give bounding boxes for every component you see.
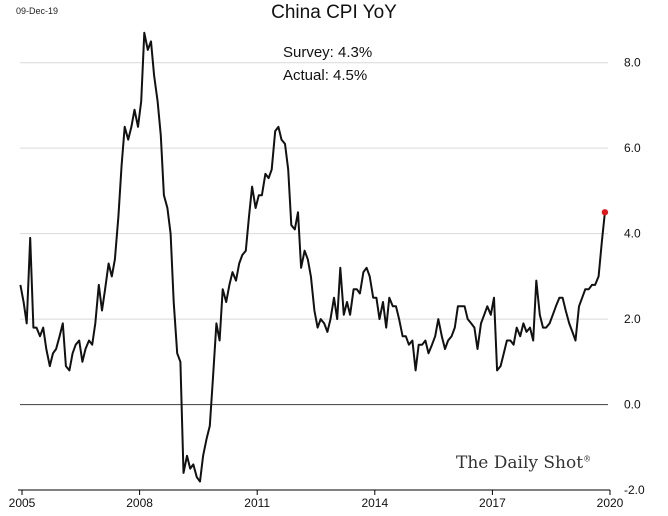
y-tick-label: 8.0 — [624, 56, 641, 70]
cpi-series-line — [19, 31, 606, 483]
chart-title: China CPI YoY — [271, 2, 397, 23]
y-tick-label: 0.0 — [624, 398, 641, 412]
daily-shot-logo-text: The Daily Shot — [456, 453, 584, 473]
y-tick-label: 2.0 — [624, 312, 641, 326]
y-tick-label: -2.0 — [624, 483, 645, 497]
x-tick-label: 2020 — [597, 496, 624, 510]
x-tick-label: 2005 — [9, 496, 36, 510]
x-tick-label: 2008 — [126, 496, 153, 510]
actual-annotation: Actual: 4.5% — [283, 67, 368, 84]
latest-value-marker — [601, 209, 609, 216]
x-tick-label: 2017 — [479, 496, 506, 510]
gridlines — [20, 62, 608, 320]
date-stamp: 09-Dec-19 — [16, 6, 59, 16]
daily-shot-logo: The Daily Shot® — [456, 453, 591, 473]
x-tick-label: 2014 — [361, 496, 388, 510]
y-tick-label: 6.0 — [624, 141, 641, 155]
series-group — [19, 31, 609, 483]
registered-mark: ® — [583, 454, 592, 464]
x-tick-label: 2011 — [244, 496, 270, 510]
survey-annotation: Survey: 4.3% — [283, 44, 373, 61]
axes: 2005 2008 2011 2014 2017 2020 8.0 6.0 4.0 2.0 0.0 -… — [9, 56, 645, 510]
y-tick-label: 4.0 — [624, 227, 641, 241]
